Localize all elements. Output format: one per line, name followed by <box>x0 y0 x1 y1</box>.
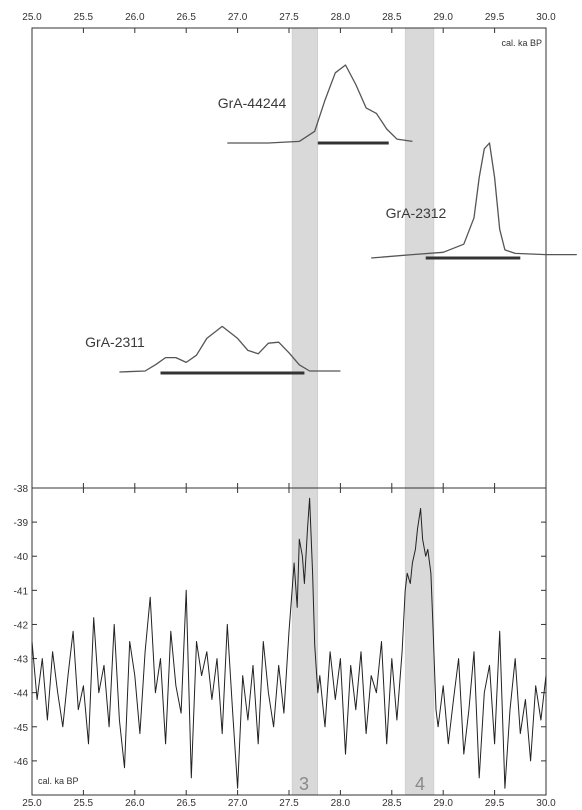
y-tick-label: -39 <box>14 518 29 529</box>
label-gra-2312: GrA-2312 <box>386 205 447 221</box>
top-x-tick-label: 25.5 <box>74 12 94 23</box>
bottom-x-tick-label: 29.5 <box>485 798 505 809</box>
bottom-x-tick-label: 26.0 <box>125 798 145 809</box>
bottom-x-tick-label: 27.5 <box>279 798 299 809</box>
bottom-x-tick-label: 25.0 <box>22 798 42 809</box>
bottom-x-tick-label: 30.0 <box>536 798 556 809</box>
top-x-ticks: 25.0 25.5 26.0 26.5 27.0 27.5 28.0 28.5 29.0 29.5… <box>22 12 556 488</box>
top-x-tick-label: 26.5 <box>176 12 196 23</box>
calibration-curves: GrA-44244 GrA-2312 GrA-2311 <box>85 64 577 375</box>
curve-gra-44244 <box>227 64 413 144</box>
label-gra-2311: GrA-2311 <box>85 334 145 350</box>
event-label-4: 4 <box>415 774 425 794</box>
y-tick-label: -38 <box>14 484 29 495</box>
top-x-tick-label: 27.0 <box>228 12 248 23</box>
bottom-x-tick-label: 28.0 <box>331 798 351 809</box>
shaded-band-2 <box>404 27 435 796</box>
shaded-band-1 <box>291 27 319 796</box>
curve-gra-2311 <box>119 325 341 373</box>
y-tick-label: -44 <box>14 689 29 700</box>
bottom-unit-label: cal. ka BP <box>38 776 79 786</box>
event-label-3: 3 <box>299 774 309 794</box>
top-unit-label: cal. ka BP <box>501 38 542 48</box>
y-tick-label: -43 <box>14 655 29 666</box>
y-tick-label: -45 <box>14 723 29 734</box>
bottom-x-tick-label: 28.5 <box>382 798 402 809</box>
y-tick-label: -41 <box>14 586 29 597</box>
isotope-line <box>31 497 547 789</box>
isotope-series <box>31 497 547 789</box>
bottom-x-tick-label: 25.5 <box>74 798 94 809</box>
bottom-x-tick-label: 26.5 <box>176 798 196 809</box>
top-x-tick-label: 30.0 <box>536 12 556 23</box>
top-x-tick-label: 26.0 <box>125 12 145 23</box>
top-x-tick-label: 28.0 <box>331 12 351 23</box>
bottom-x-ticks: 25.0 25.5 26.0 26.5 27.0 27.5 28.0 28.5 29.0 29.5… <box>22 488 556 809</box>
bottom-panel-frame <box>31 487 547 796</box>
shaded-bands <box>291 27 435 796</box>
top-x-tick-label: 29.0 <box>433 12 453 23</box>
bottom-y-ticks: -38 -39 -40 -41 -42 -43 -44 -45 -46 <box>14 484 546 768</box>
curve-gra-2312 <box>371 142 577 259</box>
top-x-tick-label: 29.5 <box>485 12 505 23</box>
y-tick-label: -46 <box>14 757 29 768</box>
bottom-x-tick-label: 29.0 <box>433 798 453 809</box>
y-tick-label: -40 <box>14 552 29 563</box>
top-x-tick-label: 27.5 <box>279 12 299 23</box>
top-x-tick-label: 28.5 <box>382 12 402 23</box>
top-x-tick-label: 25.0 <box>22 12 42 23</box>
y-tick-label: -42 <box>14 620 29 631</box>
label-gra-44244: GrA-44244 <box>218 95 287 111</box>
bottom-x-tick-label: 27.0 <box>228 798 248 809</box>
